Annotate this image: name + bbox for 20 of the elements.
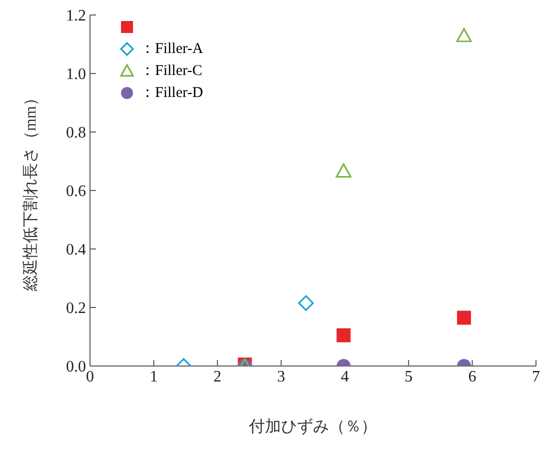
y-tick-label: 0.0 [66, 358, 86, 376]
x-tick-label: 0 [86, 368, 94, 386]
legend-label: ：Filler-A [140, 40, 204, 59]
y-tick-label: 0.4 [66, 242, 86, 259]
x-tick-label: 3 [277, 368, 286, 386]
legend-label: ：Filler-C [140, 62, 202, 81]
y-tick-label: 0.8 [66, 124, 86, 142]
x-tick-label: 6 [468, 368, 476, 386]
y-tick-label: 1.2 [66, 8, 86, 25]
x-tick-label: 2 [213, 368, 222, 386]
x-tick-label: 5 [404, 368, 413, 386]
legend-label: ：Filler-D [140, 84, 204, 103]
x-axis-title: 付加ひずみ（％） [248, 417, 377, 436]
y-tick-label: 0.6 [66, 183, 86, 200]
x-tick-label: 1 [150, 368, 158, 386]
x-tick-label: 4 [340, 368, 349, 386]
x-tick-label: 7 [532, 368, 540, 386]
y-tick-label: 1.0 [66, 66, 86, 84]
y-tick-label: 0.2 [66, 300, 86, 318]
y-axis-title: 総延性低下割れ長さ（mm） [22, 90, 40, 292]
